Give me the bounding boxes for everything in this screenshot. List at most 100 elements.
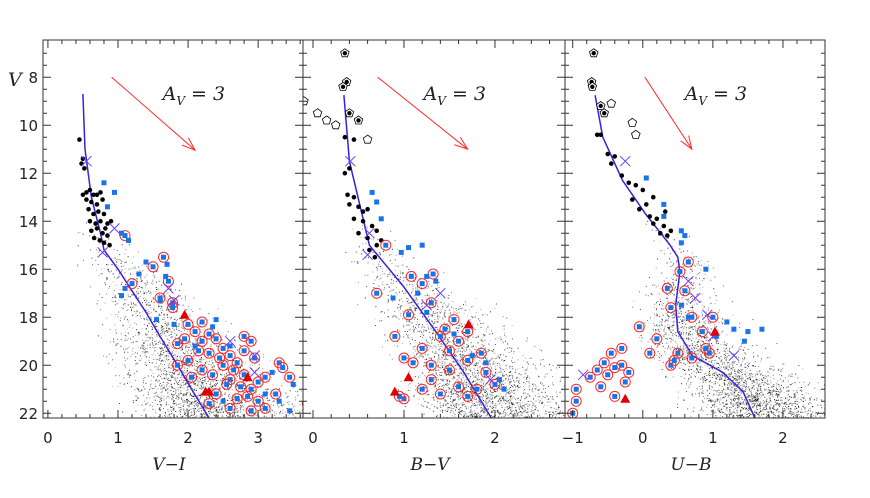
- field-star: [461, 347, 463, 349]
- field-star: [505, 395, 506, 397]
- red-circle-marker: [182, 318, 194, 330]
- field-star: [435, 326, 437, 328]
- field-star: [185, 346, 187, 348]
- field-star: [451, 390, 453, 392]
- field-star: [541, 350, 543, 352]
- field-star: [465, 391, 467, 393]
- field-star: [482, 419, 483, 420]
- field-star: [492, 374, 494, 376]
- field-star: [541, 401, 543, 403]
- field-star: [475, 362, 477, 364]
- field-star: [193, 414, 195, 415]
- field-star: [449, 313, 451, 315]
- black-dot-star: [108, 218, 114, 224]
- field-star: [440, 309, 442, 311]
- field-star: [456, 379, 458, 381]
- field-star: [487, 405, 488, 407]
- field-star: [467, 408, 469, 410]
- field-star: [437, 401, 438, 403]
- field-star: [428, 371, 430, 373]
- blue-square-marker: [185, 357, 191, 363]
- field-star: [168, 344, 170, 346]
- field-star: [394, 311, 396, 313]
- field-star: [436, 287, 438, 289]
- field-star: [143, 345, 145, 347]
- field-star: [128, 347, 130, 348]
- blue-square-marker: [199, 319, 205, 325]
- field-star: [505, 419, 506, 420]
- field-star: [485, 397, 487, 399]
- field-star: [505, 374, 507, 376]
- field-star: [506, 389, 508, 391]
- field-star: [567, 397, 568, 398]
- field-star: [267, 408, 269, 410]
- field-star: [480, 339, 482, 341]
- field-star: [135, 380, 137, 381]
- field-star: [173, 373, 175, 375]
- blue-square-marker: [104, 204, 110, 210]
- field-star: [188, 363, 190, 365]
- field-star: [139, 286, 141, 287]
- field-star: [226, 368, 228, 370]
- field-star: [478, 399, 480, 401]
- field-star: [425, 287, 427, 289]
- field-star: [269, 389, 271, 391]
- field-star: [191, 358, 193, 360]
- field-star: [214, 410, 216, 412]
- field-star: [112, 359, 114, 361]
- field-star: [210, 406, 212, 408]
- field-star: [490, 359, 492, 361]
- field-star: [167, 314, 168, 316]
- field-star: [530, 400, 532, 402]
- field-star: [127, 332, 129, 334]
- field-star: [158, 315, 160, 317]
- field-star: [519, 403, 521, 405]
- field-star: [514, 415, 516, 417]
- field-star: [496, 373, 498, 375]
- field-star: [466, 346, 468, 348]
- field-star: [120, 339, 122, 341]
- field-star: [170, 386, 172, 388]
- field-star: [508, 393, 510, 395]
- field-star: [159, 305, 161, 307]
- field-star: [77, 263, 79, 265]
- field-star: [481, 337, 483, 339]
- blue-square-marker: [287, 408, 293, 414]
- field-star: [194, 401, 196, 402]
- field-star: [459, 413, 461, 415]
- field-star: [114, 297, 116, 298]
- field-star: [168, 356, 170, 358]
- field-star: [473, 395, 474, 397]
- field-star: [422, 355, 424, 357]
- field-star: [444, 371, 445, 373]
- field-star: [383, 258, 385, 260]
- field-star: [202, 403, 204, 405]
- black-dot-star: [94, 202, 100, 207]
- field-star: [212, 362, 214, 364]
- red-circle-marker: [245, 405, 257, 417]
- field-star: [218, 406, 220, 407]
- field-star: [236, 374, 238, 376]
- field-star: [199, 361, 201, 362]
- field-star: [184, 413, 186, 415]
- field-star: [163, 341, 165, 343]
- field-star: [165, 412, 166, 413]
- field-star: [165, 375, 167, 377]
- field-star: [195, 383, 197, 385]
- field-star: [537, 410, 539, 412]
- field-star: [178, 403, 180, 405]
- field-star: [169, 371, 171, 373]
- field-star: [227, 416, 229, 418]
- field-star: [467, 315, 468, 317]
- field-star: [577, 407, 578, 408]
- blue-square-marker: [238, 384, 244, 390]
- field-star: [141, 346, 143, 348]
- field-star: [241, 365, 243, 367]
- field-star: [206, 415, 208, 416]
- field-star: [194, 384, 196, 386]
- field-star: [477, 342, 479, 344]
- field-star: [161, 389, 163, 391]
- field-star: [169, 380, 171, 381]
- field-star: [453, 382, 455, 384]
- field-star: [124, 276, 126, 278]
